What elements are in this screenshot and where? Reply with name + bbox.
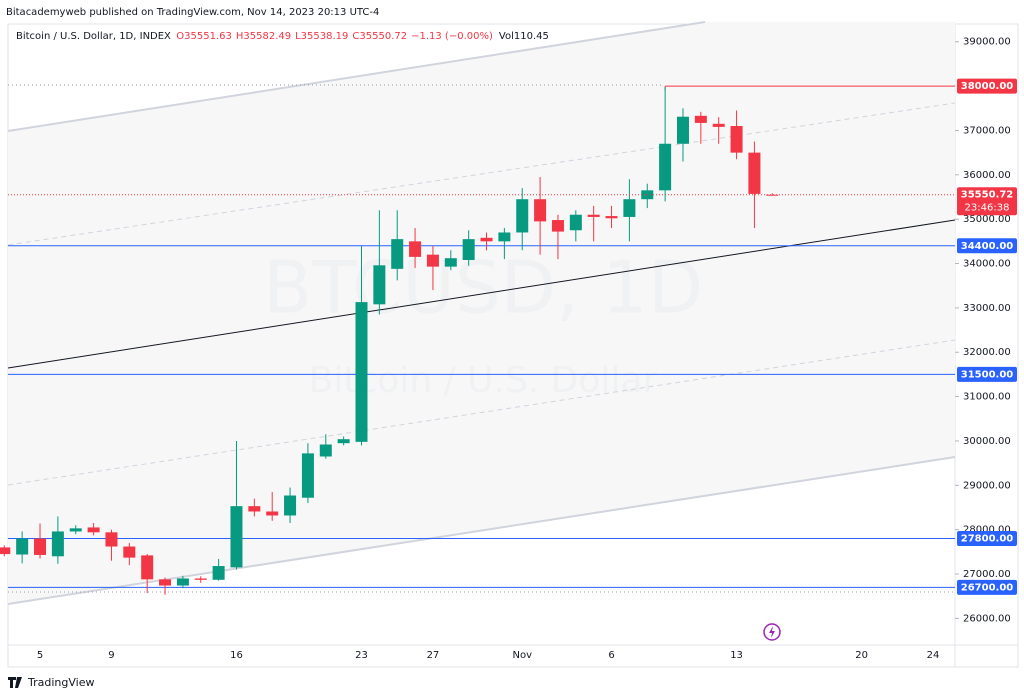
y-tick-label: 27000.00	[963, 569, 1011, 580]
last-price-box	[957, 187, 1017, 216]
footer-brand: TradingView	[27, 676, 94, 689]
candle-body	[176, 578, 189, 586]
last-price-label: 35550.72	[961, 190, 1014, 201]
candle-body	[301, 453, 314, 498]
candle-body	[730, 126, 743, 153]
candle-body	[498, 232, 511, 242]
candle-body	[16, 538, 29, 555]
candle-body	[337, 439, 350, 444]
candle-body	[159, 579, 172, 586]
candle-body	[748, 152, 761, 194]
candle-body	[266, 511, 279, 516]
y-tick-label: 37000.00	[963, 125, 1011, 136]
x-tick-label: 23	[355, 650, 368, 661]
y-tick-label: 29000.00	[963, 480, 1011, 491]
y-tick-label: 28000.00	[963, 525, 1011, 536]
candle-body	[284, 495, 297, 516]
candle-body	[34, 538, 47, 555]
level-label-box	[957, 78, 1017, 94]
symbol-name: Bitcoin / U.S. Dollar, 1D, INDEX	[16, 31, 171, 42]
candle-body	[69, 528, 82, 532]
channel-mid-upper	[7, 102, 956, 246]
x-tick-label: 20	[855, 650, 868, 661]
candle-body	[409, 241, 422, 257]
candle-body	[623, 199, 636, 217]
countdown-label: 23:46:38	[965, 203, 1010, 214]
candle-body	[212, 566, 225, 580]
x-tick-label: 13	[730, 650, 743, 661]
level-label: 27800.00	[961, 534, 1014, 545]
candle-body	[51, 531, 64, 557]
candle-body	[230, 506, 243, 568]
candle-body	[194, 578, 207, 580]
candle-body	[248, 506, 261, 512]
x-tick-label: 5	[37, 650, 43, 661]
candle-body	[462, 239, 475, 260]
candle-body	[444, 258, 457, 267]
level-label-box	[957, 579, 1017, 595]
candle-body	[123, 546, 136, 558]
candle-body	[391, 239, 404, 269]
channel-fill	[8, 22, 955, 604]
y-tick-label: 33000.00	[963, 303, 1011, 314]
legend-low: L35538.19	[295, 31, 348, 42]
candle-body	[694, 115, 707, 123]
candle-body	[87, 527, 100, 533]
legend-open: O35551.63	[176, 31, 232, 42]
candle-body	[355, 302, 368, 442]
y-tick-label: 30000.00	[963, 436, 1011, 447]
candle-body	[676, 116, 689, 144]
x-tick-label: 16	[230, 650, 243, 661]
candle-body	[712, 123, 725, 127]
channel-upper	[7, 21, 706, 132]
candle-body	[605, 216, 618, 219]
x-tick-label: 24	[927, 650, 940, 661]
logo: TradingView	[8, 676, 94, 689]
candle-body	[319, 444, 332, 457]
y-tick-label: 32000.00	[963, 347, 1011, 358]
candle-body	[516, 199, 529, 233]
candle-body	[534, 199, 547, 222]
candle-body	[659, 143, 672, 191]
legend-volume: Vol110.45	[499, 31, 549, 42]
candle-body	[426, 254, 439, 267]
level-label: 26700.00	[961, 582, 1014, 593]
alert-icon[interactable]	[763, 623, 781, 641]
publisher-line: Bitacademyweb published on TradingView.c…	[6, 7, 379, 18]
legend: Bitcoin / U.S. Dollar, 1D, INDEX O35551.6…	[16, 31, 549, 42]
plot-area: BTCUSD, 1D Bitcoin / U.S. Dollar	[0, 21, 956, 605]
watermark-symbol: BTCUSD, 1D	[263, 246, 703, 330]
legend-close: C35550.72	[352, 31, 407, 42]
x-tick-label: 27	[427, 650, 440, 661]
level-label: 34400.00	[961, 241, 1014, 252]
x-tick-label: 6	[608, 650, 614, 661]
trend-line	[7, 219, 956, 369]
y-tick-label: 36000.00	[963, 170, 1011, 181]
y-tick-label: 26000.00	[963, 613, 1011, 624]
y-tick-label: 34000.00	[963, 259, 1011, 270]
candle-body	[587, 214, 600, 217]
y-tick-label: 31000.00	[963, 392, 1011, 403]
x-tick-label: 9	[108, 650, 114, 661]
candle-body	[480, 237, 493, 242]
level-label-box	[957, 238, 1017, 254]
candle-body	[141, 555, 154, 580]
level-label: 38000.00	[961, 81, 1014, 92]
channel-mid-lower	[7, 339, 956, 486]
legend-high: H35582.49	[236, 31, 291, 42]
candle-body	[373, 265, 386, 305]
candle-body	[0, 547, 11, 555]
legend-change: −1.13 (−0.00%)	[411, 31, 493, 42]
level-label-box	[957, 366, 1017, 382]
y-tick-label: 35000.00	[963, 214, 1011, 225]
x-tick-label: Nov	[512, 650, 532, 661]
candle-body	[105, 532, 118, 547]
candle-body	[766, 194, 779, 196]
level-label-box	[957, 531, 1017, 547]
y-tick-label: 39000.00	[963, 37, 1011, 48]
candle-body	[551, 220, 564, 232]
level-label: 31500.00	[961, 369, 1014, 380]
candle-body	[569, 214, 582, 231]
